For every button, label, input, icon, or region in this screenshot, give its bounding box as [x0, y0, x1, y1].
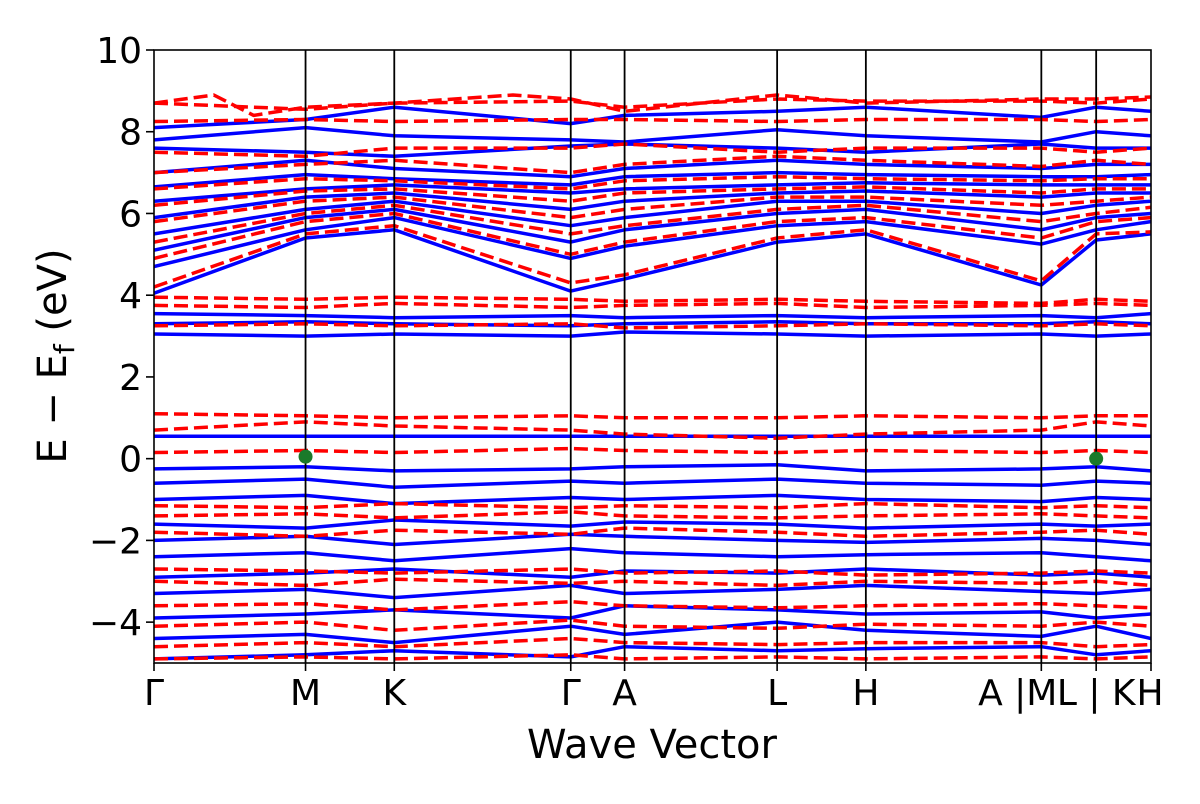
- x-tick-label-6: H: [852, 673, 879, 714]
- solid-band-9: [154, 477, 1151, 490]
- y-tick-label-0: −4: [89, 603, 142, 644]
- dashed-band-16: [154, 211, 1151, 261]
- dashed-band-9: [154, 446, 1151, 455]
- dashed-band-22: [154, 142, 1151, 159]
- dashed-band-19: [154, 185, 1151, 208]
- dashed-band-15: [154, 223, 1151, 289]
- solid-band-22: [154, 158, 1151, 179]
- dashed-band-17: [154, 203, 1151, 244]
- y-axis-title-subscript: f: [48, 343, 81, 354]
- y-tick-label-3: 2: [119, 358, 142, 399]
- highlight-point-1: [1089, 451, 1104, 466]
- y-axis-title: E − Ef (eV): [30, 248, 81, 463]
- y-tick-label-6: 8: [119, 113, 142, 154]
- dashed-band-6: [154, 526, 1151, 539]
- dashed-band-20: [154, 174, 1151, 191]
- y-axis-ticks: −4 −2 0 2 4 6 8 10: [89, 31, 154, 644]
- solid-band-23: [154, 142, 1151, 159]
- x-tick-label-8: L | K: [1057, 673, 1137, 714]
- solid-band-17: [154, 207, 1151, 252]
- y-tick-label-7: 10: [96, 31, 142, 72]
- dashed-band-10: [154, 420, 1151, 440]
- x-tick-label-7: A |M: [978, 673, 1057, 714]
- solid-band-14: [154, 311, 1151, 320]
- solid-band-0: [154, 644, 1151, 661]
- solid-band-10: [154, 463, 1151, 473]
- plot-frame: [153, 49, 1152, 664]
- solid-band-12: [154, 330, 1151, 338]
- dashed-band-12: [154, 322, 1151, 330]
- solid-band-8: [154, 493, 1151, 506]
- solid-band-24: [154, 125, 1151, 144]
- dashed-band-18: [154, 195, 1151, 224]
- x-tick-label-2: K: [382, 673, 407, 714]
- dashed-band-8: [154, 501, 1151, 510]
- y-axis-title-main: E − E: [30, 354, 76, 464]
- dashed-band-14: [154, 295, 1151, 306]
- dashed-band-13: [154, 301, 1151, 310]
- x-tick-label-0: Γ: [144, 673, 164, 714]
- solid-band-15: [154, 228, 1151, 295]
- dashed-band-0: [154, 653, 1151, 661]
- dashed-band-1: [154, 636, 1151, 649]
- solid-band-19: [154, 189, 1151, 220]
- solid-band-25: [154, 105, 1151, 130]
- y-axis-title-unit: (eV): [30, 248, 76, 344]
- y-tick-label-2: 0: [119, 440, 142, 481]
- dashed-band-5: [154, 567, 1151, 577]
- solid-band-16: [154, 215, 1151, 269]
- x-axis-title: Wave Vector: [527, 722, 778, 768]
- solid-band-20: [154, 181, 1151, 203]
- dashed-band-11: [154, 411, 1151, 420]
- x-tick-label-4: A: [612, 673, 637, 714]
- dashed-band-4: [154, 577, 1151, 588]
- x-tick-label-1: M: [290, 673, 321, 714]
- solid-band-7: [154, 518, 1151, 530]
- x-tick-label-9: H: [1136, 673, 1163, 714]
- y-tick-label-5: 6: [119, 194, 142, 235]
- solid-band-6: [154, 532, 1151, 547]
- dashed-band-24: [154, 97, 1151, 112]
- solid-band-18: [154, 199, 1151, 236]
- y-tick-label-4: 4: [119, 276, 142, 317]
- highlight-points: [298, 449, 1104, 466]
- y-tick-label-1: −2: [89, 521, 142, 562]
- dashed-band-21: [154, 154, 1151, 175]
- highlight-point-0: [298, 449, 313, 464]
- dashed-band-23: [154, 117, 1151, 124]
- x-tick-label-5: L: [767, 673, 787, 714]
- solid-band-3: [154, 583, 1151, 600]
- solid-band-5: [154, 546, 1151, 563]
- solid-band-21: [154, 170, 1151, 189]
- dashed-band-7: [154, 510, 1151, 520]
- x-tick-label-3: Γ: [561, 673, 581, 714]
- dashed-band-2: [154, 618, 1151, 633]
- solid-band-13: [154, 320, 1151, 328]
- dashed-band-3: [154, 599, 1151, 612]
- k-point-lines: [304, 50, 1098, 663]
